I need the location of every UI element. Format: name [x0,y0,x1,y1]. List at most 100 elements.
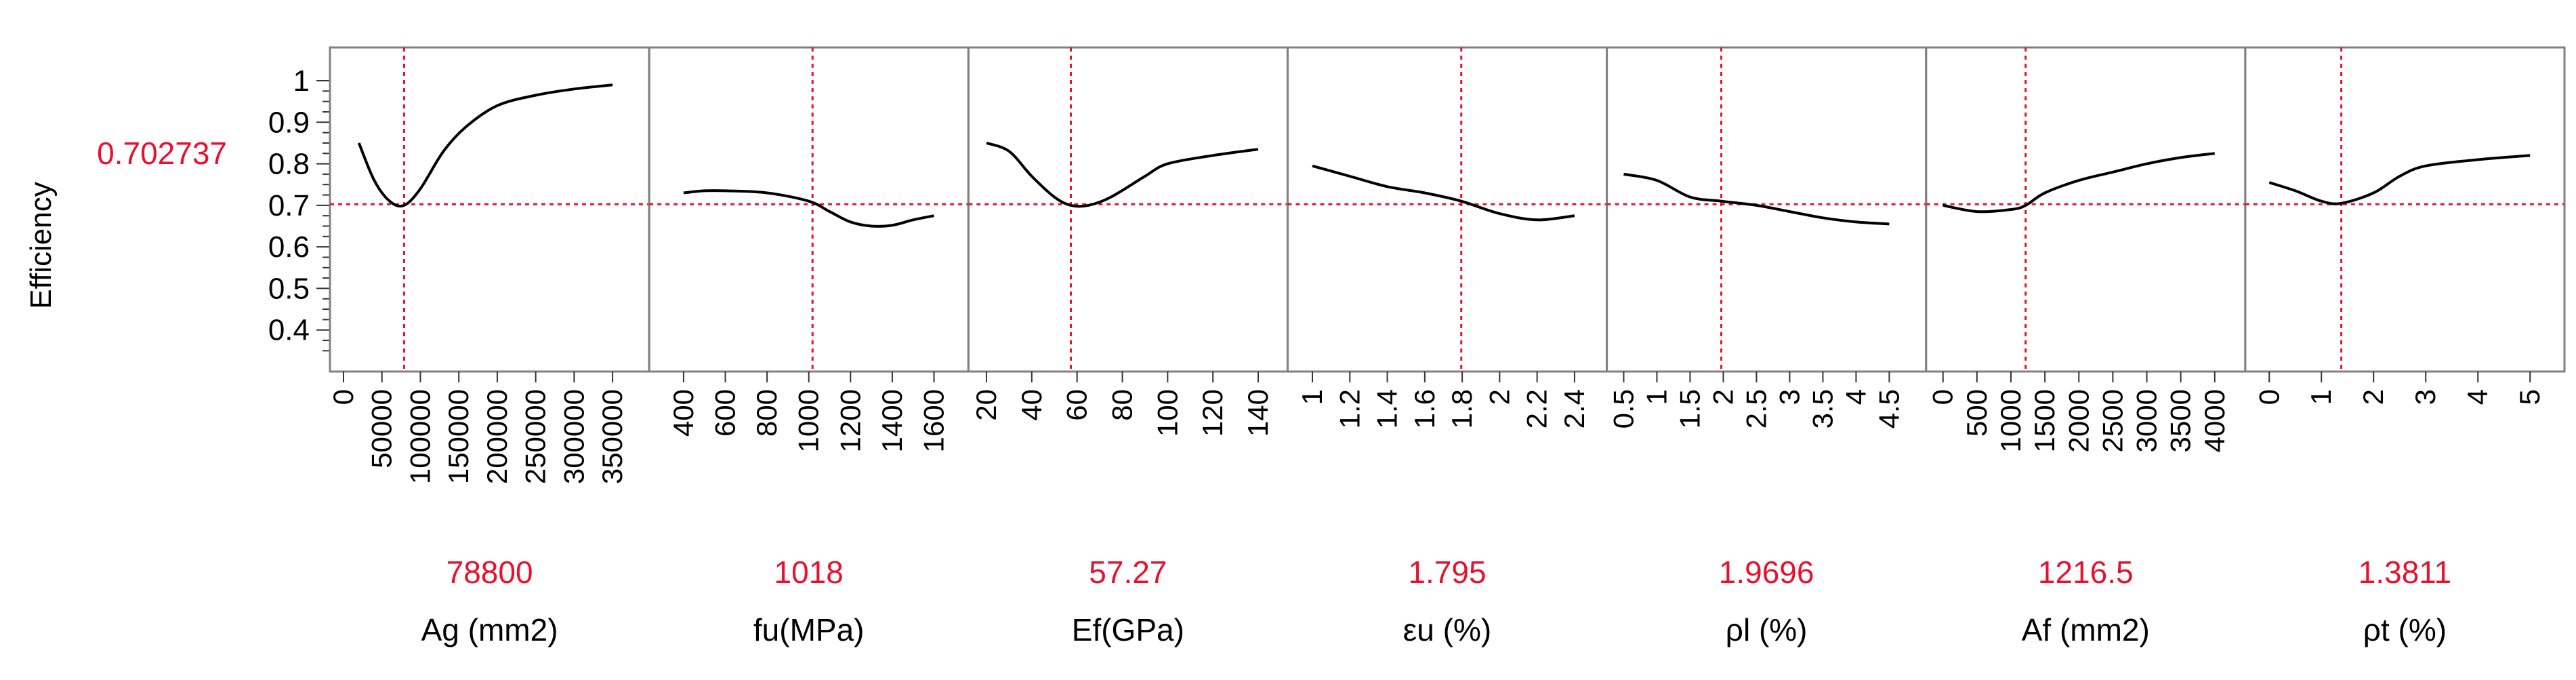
x-tick-label: 600 [709,389,741,437]
panel-frame [1925,46,2247,373]
y-axis: 0.4 0.5 0.6 0.7 0.8 0.9 1 [268,47,331,372]
factor-label: ρl (%) [1726,612,1808,647]
profile-curve [1312,164,1575,222]
x-tick-label: 1400 [876,389,908,452]
x-tick-label: 1 [2305,389,2337,405]
x-tick-label: 100000 [404,389,436,484]
x-tick-label: 2000 [2062,389,2094,452]
x-tick-label: 250000 [520,389,552,484]
y-tick-label: 0.5 [268,272,310,305]
x-tick-label: 800 [751,389,783,437]
x-tick-label: 80 [1106,389,1138,421]
y-tick-label: 0.4 [268,314,310,347]
x-tick-label: 2 [1707,389,1739,405]
x-tick-label: 100 [1151,389,1183,437]
factor-panel: 400 600 800 1000 1200 1400 1600 1018 fu(MPa) [648,46,970,647]
x-tick-label: 400 [667,389,699,437]
x-tick-label: 0 [1927,389,1959,405]
x-tick-label: 3 [1773,389,1805,405]
x-tick-label: 0.5 [1607,389,1639,428]
x-tick-label: 1 [1296,389,1328,405]
response-current-value[interactable]: 0.702737 [97,136,227,171]
factor-panels: 0 50000 100000 150000 200000 250000 300000 3500… [327,46,2566,647]
x-tick-label: 60 [1061,389,1093,421]
x-tick-label: 1.4 [1371,389,1403,428]
x-tick-label: 3 [2409,389,2441,405]
y-axis-label: Efficiency [24,182,58,309]
x-tick-label: 40 [1016,389,1047,421]
x-tick-label: 4.5 [1873,389,1905,428]
panel-frame [1286,46,1608,373]
x-tick-label: 1600 [917,389,949,452]
x-tick-label: 2500 [2096,389,2128,452]
factor-current-value[interactable]: 1.3811 [2359,555,2451,590]
x-tick-label: 4 [1840,389,1871,405]
x-tick-label: 0 [327,389,359,405]
profile-curve [683,189,934,228]
x-tick-label: 2.4 [1558,389,1590,428]
x-tick-label: 350000 [596,389,628,484]
factor-current-value[interactable]: 1216.5 [2038,555,2134,590]
x-tick-label: 5 [2514,389,2546,405]
factor-label: Ag (mm2) [421,612,558,647]
x-tick-label: 1.8 [1446,389,1478,428]
panel-frame [2244,46,2566,373]
factor-panel: 1 1.2 1.4 1.6 1.8 2 2.2 2.4 1.795 εu (%) [1286,46,1608,647]
y-tick-label: 0.8 [268,148,310,181]
x-tick-label: 4 [2461,389,2493,405]
y-tick-label: 0.6 [268,231,310,264]
profile-curve [2268,154,2531,205]
panel-frame [1606,46,1928,373]
factor-panel: 0 500 1000 1500 2000 2500 3000 3500 4000 1216.5 Af… [1925,46,2247,647]
profile-curve [357,83,613,208]
x-tick-label: 1200 [834,389,866,452]
factor-panel: 20 40 60 80 100 120 140 57.27 Ef(GPa) [967,46,1289,647]
x-tick-label: 1.5 [1674,389,1705,428]
x-tick-label: 500 [1961,389,1993,437]
y-tick-label: 1 [293,64,310,98]
x-tick-label: 1000 [1995,389,2027,452]
x-tick-label: 300000 [558,389,589,484]
factor-current-value[interactable]: 1018 [774,555,844,590]
x-tick-label: 1500 [2029,389,2060,452]
x-tick-label: 3000 [2131,389,2163,452]
x-tick-label: 3.5 [1806,389,1838,428]
x-tick-label: 2 [2357,389,2389,405]
x-tick-label: 50000 [366,389,398,468]
factor-label: εu (%) [1403,612,1491,647]
x-tick-label: 200000 [481,389,513,484]
factor-current-value[interactable]: 1.795 [1408,555,1486,590]
x-tick-label: 2.2 [1521,389,1553,428]
panel-frame [967,46,1289,373]
x-tick-label: 4000 [2199,389,2230,452]
factor-panel: 0.5 1 1.5 2 2.5 3 3.5 4 4.5 1.9696 ρl (%) [1606,46,1928,647]
factor-label: ρt (%) [2363,612,2447,647]
x-tick-label: 140 [1242,389,1274,437]
x-tick-label: 1000 [793,389,825,452]
profile-curve [1623,172,1890,226]
x-tick-label: 120 [1197,389,1228,437]
y-tick-label: 0.9 [268,106,310,139]
factor-current-value[interactable]: 78800 [446,555,533,590]
factor-current-value[interactable]: 1.9696 [1719,555,1814,590]
profile-curve [1943,152,2216,214]
factor-panel: 0 1 2 3 4 5 1.3811 ρt (%) [2244,46,2566,647]
factor-panel: 0 50000 100000 150000 200000 250000 300000 3500… [327,46,650,647]
factor-current-value[interactable]: 57.27 [1089,555,1167,590]
x-tick-label: 150000 [442,389,474,484]
x-tick-label: 1.2 [1333,389,1365,428]
x-tick-label: 20 [970,389,1002,421]
factor-label: Ef(GPa) [1072,612,1184,647]
x-tick-label: 2.5 [1740,389,1772,428]
panel-frame [648,46,970,373]
x-tick-label: 0 [2253,389,2285,405]
factor-label: fu(MPa) [753,612,865,647]
y-tick-label: 0.7 [268,189,310,222]
x-tick-label: 1 [1640,389,1672,405]
x-tick-label: 1.6 [1409,389,1440,428]
panel-frame [329,46,650,373]
x-tick-label: 3500 [2165,389,2197,452]
x-tick-label: 2 [1483,389,1515,405]
factor-label: Af (mm2) [2022,612,2150,647]
